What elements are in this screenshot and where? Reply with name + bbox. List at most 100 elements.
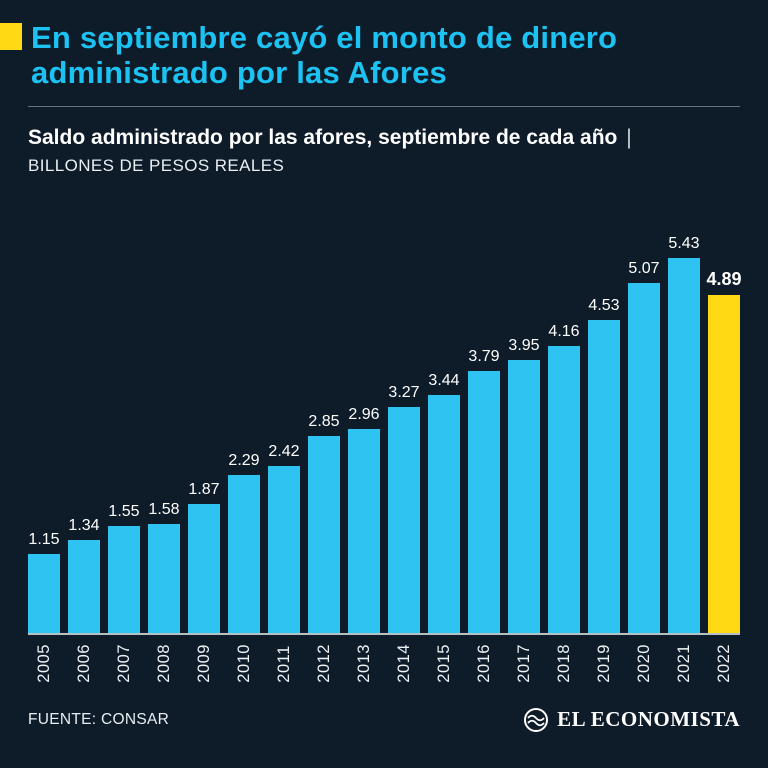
year-label-text: 2013 — [354, 644, 373, 683]
year-label-2007: 2007 — [108, 644, 140, 683]
year-label-text: 2009 — [194, 644, 213, 683]
year-label-text: 2016 — [474, 644, 493, 683]
bar-column-2007: 1.55 — [108, 503, 140, 634]
year-label-2017: 2017 — [508, 644, 540, 683]
year-label-text: 2019 — [594, 644, 613, 683]
year-label-2016: 2016 — [468, 644, 500, 683]
footer: FUENTE: CONSAR EL ECONOMISTA — [28, 707, 740, 733]
bar-column-2005: 1.15 — [28, 531, 60, 634]
year-label-2021: 2021 — [668, 644, 700, 683]
value-label-2005: 1.15 — [28, 531, 60, 549]
bar-2007 — [108, 526, 140, 634]
year-label-text: 2011 — [274, 645, 293, 683]
year-label-2019: 2019 — [588, 644, 620, 683]
year-label-text: 2022 — [714, 644, 733, 683]
value-label-2021: 5.43 — [668, 235, 700, 253]
publisher-name: EL ECONOMISTA — [557, 707, 740, 732]
year-label-text: 2020 — [634, 644, 653, 683]
value-label-2015: 3.44 — [428, 372, 460, 390]
year-label-2020: 2020 — [628, 644, 660, 683]
bar-column-2022: 4.89 — [706, 269, 742, 634]
bar-2010 — [228, 475, 260, 634]
bar-2012 — [308, 436, 340, 634]
year-label-2005: 2005 — [28, 644, 60, 683]
value-label-2017: 3.95 — [508, 337, 540, 355]
year-label-2014: 2014 — [388, 644, 420, 683]
year-label-2018: 2018 — [548, 644, 580, 683]
year-label-2006: 2006 — [68, 644, 100, 683]
bar-column-2020: 5.07 — [628, 260, 660, 634]
bar-2005 — [28, 554, 60, 634]
value-label-2006: 1.34 — [68, 517, 100, 535]
bar-2016 — [468, 371, 500, 634]
bar-2017 — [508, 360, 540, 634]
x-axis-labels: 2005 2006 2007 2008 2009 2010 2011 2012 2013 2014… — [28, 644, 740, 683]
accent-square — [0, 23, 22, 50]
source-credit: FUENTE: CONSAR — [28, 710, 170, 728]
year-label-text: 2014 — [394, 644, 413, 683]
bar-column-2008: 1.58 — [148, 501, 180, 634]
bar-2014 — [388, 407, 420, 634]
subtitle-separator: | — [626, 125, 632, 149]
bar-2015 — [428, 395, 460, 634]
header-divider — [28, 105, 740, 107]
bar-column-2015: 3.44 — [428, 372, 460, 634]
year-label-text: 2008 — [154, 644, 173, 683]
year-label-text: 2005 — [34, 644, 53, 683]
year-label-2013: 2013 — [348, 644, 380, 683]
subtitle-main: Saldo administrado por las afores, septi… — [28, 125, 618, 149]
page-title: En septiembre cayó el monto de dinero ad… — [31, 20, 618, 91]
value-label-2022: 4.89 — [706, 269, 742, 290]
value-label-2018: 4.16 — [548, 323, 580, 341]
bar-column-2021: 5.43 — [668, 235, 700, 634]
bar-2008 — [148, 524, 180, 634]
year-label-text: 2010 — [234, 644, 253, 683]
value-label-2019: 4.53 — [588, 297, 620, 315]
value-label-2010: 2.29 — [228, 452, 260, 470]
year-label-text: 2021 — [674, 644, 693, 683]
bar-2019 — [588, 320, 620, 634]
bar-column-2011: 2.42 — [268, 443, 300, 634]
value-label-2014: 3.27 — [388, 384, 420, 402]
bar-column-2010: 2.29 — [228, 452, 260, 634]
year-label-text: 2007 — [114, 644, 133, 683]
bar-column-2012: 2.85 — [308, 413, 340, 634]
year-label-2015: 2015 — [428, 644, 460, 683]
bar-column-2019: 4.53 — [588, 297, 620, 634]
year-label-2022: 2022 — [708, 644, 740, 683]
year-label-2011: 2011 — [268, 644, 300, 683]
value-label-2012: 2.85 — [308, 413, 340, 431]
el-economista-logo-icon — [523, 707, 549, 733]
value-label-2008: 1.58 — [148, 501, 180, 519]
bar-2011 — [268, 466, 300, 634]
value-label-2007: 1.55 — [108, 503, 140, 521]
bar-column-2013: 2.96 — [348, 406, 380, 634]
year-label-text: 2012 — [314, 644, 333, 683]
bar-2021 — [668, 258, 700, 634]
bar-column-2018: 4.16 — [548, 323, 580, 634]
year-label-2009: 2009 — [188, 644, 220, 683]
year-label-text: 2018 — [554, 644, 573, 683]
bar-2022 — [708, 295, 740, 634]
value-label-2016: 3.79 — [468, 348, 500, 366]
bar-column-2014: 3.27 — [388, 384, 420, 634]
bars-plot-area: 1.15 1.34 1.55 1.58 1.87 2.29 2.42 2.85 2.96 3.27… — [28, 213, 742, 636]
year-label-2012: 2012 — [308, 644, 340, 683]
year-label-text: 2015 — [434, 644, 453, 683]
year-label-text: 2006 — [74, 644, 93, 683]
year-label-2010: 2010 — [228, 644, 260, 683]
subtitle-unit: BILLONES DE PESOS REALES — [28, 156, 285, 176]
value-label-2009: 1.87 — [188, 481, 220, 499]
bar-2018 — [548, 346, 580, 634]
bar-2006 — [68, 540, 100, 634]
bar-2020 — [628, 283, 660, 634]
bar-2013 — [348, 429, 380, 634]
bar-chart: 1.15 1.34 1.55 1.58 1.87 2.29 2.42 2.85 2.96 3.27… — [28, 213, 742, 683]
year-label-text: 2017 — [514, 644, 533, 683]
bar-2009 — [188, 504, 220, 634]
value-label-2011: 2.42 — [268, 443, 300, 461]
value-label-2020: 5.07 — [628, 260, 660, 278]
publisher-brand: EL ECONOMISTA — [523, 707, 740, 733]
bar-column-2009: 1.87 — [188, 481, 220, 634]
